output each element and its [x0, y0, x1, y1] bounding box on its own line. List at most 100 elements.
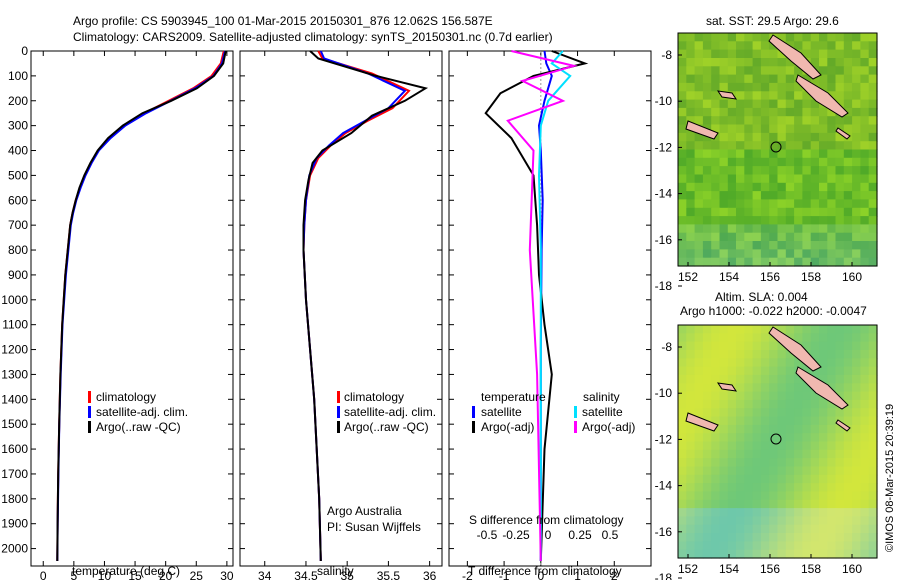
- map-cell: [843, 74, 853, 84]
- map-cell: [736, 483, 745, 492]
- map-cell: [868, 441, 878, 451]
- map-cell: [727, 249, 737, 259]
- map-cell: [835, 341, 845, 351]
- map-cell: [719, 157, 729, 167]
- map-cell: [868, 132, 878, 142]
- map-cell: [678, 416, 687, 426]
- map-cell: [727, 116, 737, 126]
- map-cell: [686, 141, 696, 151]
- map-cell: [719, 374, 729, 384]
- map-cell: [686, 424, 696, 434]
- map-cell: [868, 107, 878, 117]
- map-cell: [819, 82, 828, 92]
- map-cell: [794, 99, 803, 109]
- map-cell: [686, 33, 696, 42]
- map-cell: [794, 474, 803, 484]
- map-cell: [694, 499, 704, 509]
- header-line1: Argo profile: CS 5903945_100 01-Mar-2015…: [73, 14, 493, 28]
- map-cell: [711, 58, 721, 67]
- map-cell: [678, 499, 687, 509]
- legend-label-climatology: climatology: [96, 390, 156, 404]
- map-cell: [794, 374, 803, 384]
- x-tick-label: 0: [537, 569, 544, 580]
- map-cell: [769, 391, 779, 401]
- map-cell: [678, 408, 687, 418]
- map-cell: [802, 399, 812, 409]
- map-cell: [860, 157, 870, 167]
- map-cell: [868, 449, 878, 459]
- map-cell: [860, 333, 870, 343]
- y-tick-label: 600: [8, 193, 28, 207]
- map-cell: [785, 207, 795, 217]
- map-cell: [752, 399, 762, 409]
- map-cell: [785, 366, 795, 376]
- map-cell: [719, 358, 729, 368]
- map-cell: [810, 408, 820, 418]
- map-cell: [694, 350, 704, 359]
- map-cell: [868, 433, 878, 443]
- map-cell: [736, 174, 745, 184]
- map-cell: [843, 325, 853, 334]
- map-cell: [777, 483, 787, 492]
- map-cell: [736, 199, 745, 209]
- map-cell: [843, 157, 853, 167]
- map-cell: [736, 508, 745, 517]
- map-cell: [827, 182, 837, 192]
- map-cell: [744, 224, 754, 234]
- map-cell: [744, 207, 754, 217]
- series-line-s-argo-adj-: [506, 50, 578, 562]
- map-cell: [769, 66, 779, 76]
- map-cell: [711, 157, 721, 167]
- map-cell: [819, 374, 828, 384]
- map-cell: [719, 182, 729, 192]
- map-cell: [843, 232, 853, 242]
- map-cell: [686, 249, 696, 259]
- map-cell: [794, 358, 803, 368]
- map-cell: [819, 458, 828, 467]
- map-cell: [686, 449, 696, 459]
- map-cell: [852, 466, 861, 476]
- map-cell: [794, 33, 803, 42]
- map-cell: [727, 350, 737, 359]
- map-cell: [702, 191, 712, 200]
- map-cell: [736, 49, 745, 59]
- map-cell: [736, 191, 745, 200]
- map-cell: [785, 132, 795, 142]
- map-cell: [868, 141, 878, 151]
- sla-map-title2: Argo h1000: -0.022 h2000: -0.0047: [680, 304, 867, 318]
- map-cell: [736, 516, 745, 526]
- map-cell: [777, 149, 787, 159]
- map-cell: [719, 449, 729, 459]
- map-cell: [819, 416, 828, 426]
- map-cell: [694, 257, 704, 267]
- map-cell: [868, 350, 878, 359]
- map-cell: [727, 166, 737, 175]
- map-cell: [694, 325, 704, 334]
- map-cell: [686, 82, 696, 92]
- series-line-argo-raw-qc-: [56, 50, 227, 562]
- map-cell: [769, 399, 779, 409]
- map-cell: [760, 433, 770, 443]
- map-cell: [843, 441, 853, 451]
- map-cell: [752, 483, 762, 492]
- map-cell: [785, 508, 795, 517]
- map-cell: [785, 124, 795, 134]
- y-tick-label: 1800: [1, 492, 28, 506]
- map-cell: [852, 549, 861, 559]
- map-cell: [727, 516, 737, 526]
- map-cell: [760, 132, 770, 142]
- map-cell: [711, 433, 721, 443]
- map-cell: [868, 458, 878, 467]
- map-cell: [711, 141, 721, 151]
- map-cell: [777, 350, 787, 359]
- s-tick-label: -0.5: [477, 528, 498, 542]
- map-cell: [736, 333, 745, 343]
- map-cell: [769, 549, 779, 559]
- map-cell: [777, 433, 787, 443]
- map-cell: [868, 491, 878, 501]
- legend-swatch-argo: [88, 421, 91, 433]
- x-tick-label: 20: [159, 569, 173, 580]
- map-cell: [736, 533, 745, 542]
- map-cell: [760, 508, 770, 517]
- map-cell: [769, 491, 779, 501]
